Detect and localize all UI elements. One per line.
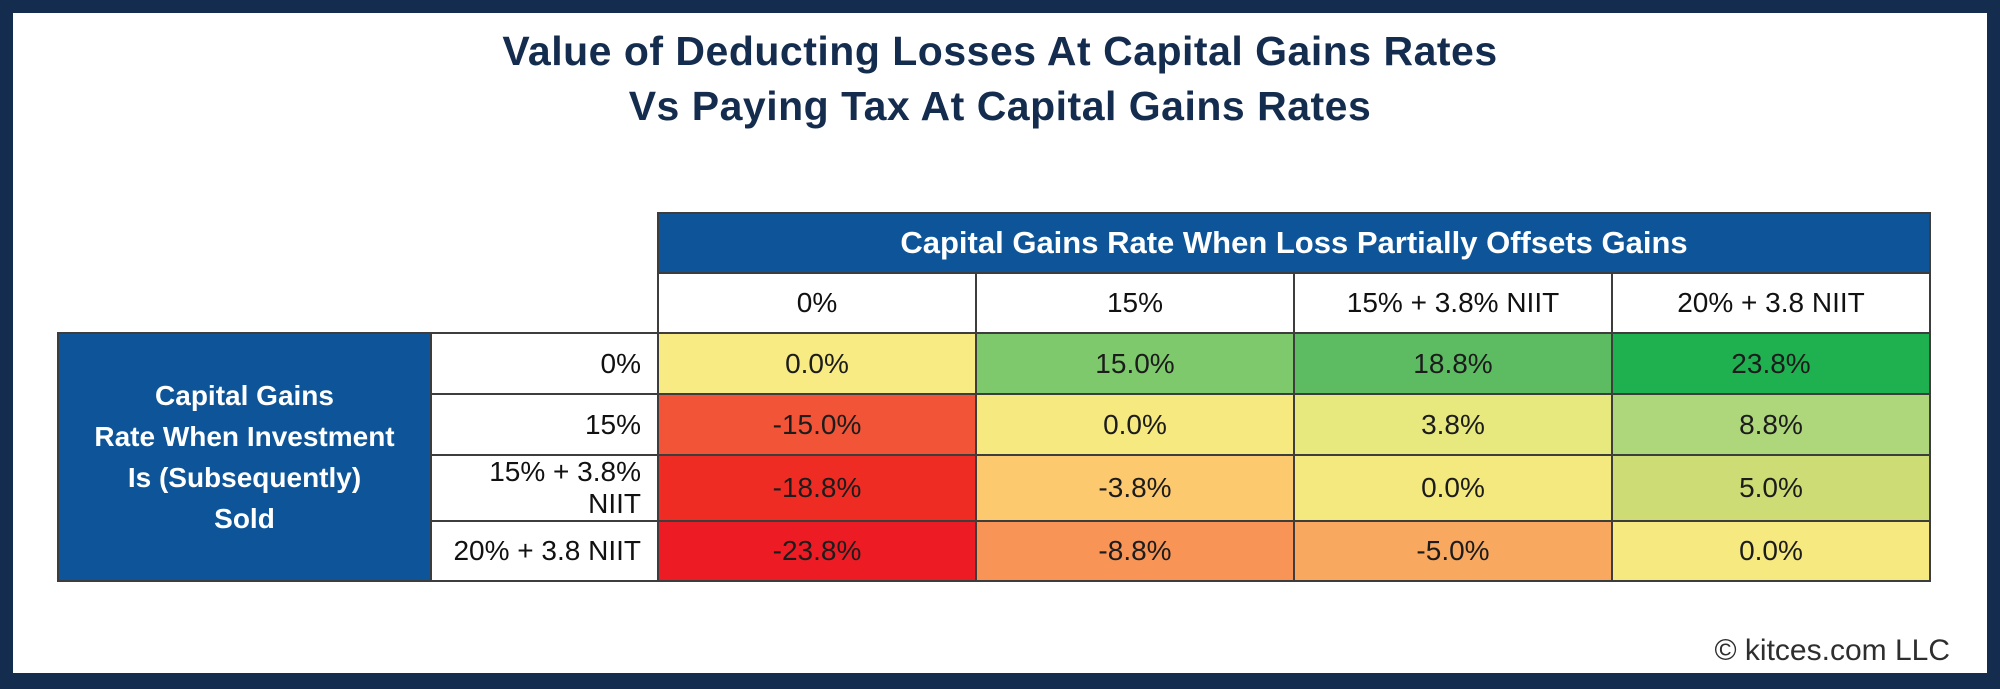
- row-group-header-line-1: Capital Gains: [155, 380, 334, 411]
- column-header-3: 20% + 3.8 NIIT: [1611, 272, 1931, 334]
- column-group-header: Capital Gains Rate When Loss Partially O…: [657, 212, 1931, 274]
- page-title-line-1: Value of Deducting Losses At Capital Gai…: [502, 28, 1498, 74]
- row-label-1: 15%: [430, 393, 659, 456]
- page-title-line-2: Vs Paying Tax At Capital Gains Rates: [628, 83, 1372, 129]
- blank-corner: [58, 273, 658, 333]
- column-header-0: 0%: [657, 272, 977, 334]
- page-title: Value of Deducting Losses At Capital Gai…: [0, 24, 2000, 134]
- heatmap-cell-r0c0: 0.0%: [657, 332, 977, 395]
- heatmap-cell-r3c2: -5.0%: [1293, 520, 1613, 582]
- heatmap-table: Capital Gains Rate When Loss Partially O…: [57, 212, 1931, 582]
- column-header-2: 15% + 3.8% NIIT: [1293, 272, 1613, 334]
- heatmap-cell-r2c1: -3.8%: [975, 454, 1295, 522]
- heatmap-cell-r3c0: -23.8%: [657, 520, 977, 582]
- heatmap-cell-r1c1: 0.0%: [975, 393, 1295, 456]
- heatmap-cell-r0c3: 23.8%: [1611, 332, 1931, 395]
- heatmap-cell-r2c3: 5.0%: [1611, 454, 1931, 522]
- heatmap-cell-r1c2: 3.8%: [1293, 393, 1613, 456]
- heatmap-cell-r0c2: 18.8%: [1293, 332, 1613, 395]
- heatmap-cell-r0c1: 15.0%: [975, 332, 1295, 395]
- heatmap-cell-r1c3: 8.8%: [1611, 393, 1931, 456]
- row-group-header: Capital Gains Rate When Investment Is (S…: [57, 332, 432, 582]
- copyright-credit: © kitces.com LLC: [1714, 634, 1950, 667]
- row-group-header-line-3: Is (Subsequently): [127, 462, 362, 493]
- row-group-header-line-4: Sold: [214, 503, 275, 534]
- row-label-0: 0%: [430, 332, 659, 395]
- row-group-header-line-2: Rate When Investment: [94, 421, 395, 452]
- row-label-3: 20% + 3.8 NIIT: [430, 520, 659, 582]
- blank-corner: [58, 213, 658, 273]
- heatmap-cell-r2c0: -18.8%: [657, 454, 977, 522]
- heatmap-cell-r2c2: 0.0%: [1293, 454, 1613, 522]
- heatmap-cell-r3c1: -8.8%: [975, 520, 1295, 582]
- column-header-1: 15%: [975, 272, 1295, 334]
- heatmap-cell-r3c3: 0.0%: [1611, 520, 1931, 582]
- heatmap-cell-r1c0: -15.0%: [657, 393, 977, 456]
- row-label-2: 15% + 3.8% NIIT: [430, 454, 659, 522]
